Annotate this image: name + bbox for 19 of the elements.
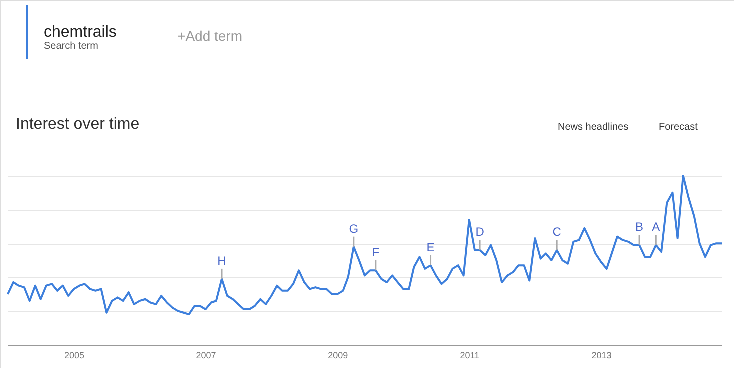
x-tick-label: 2009: [328, 350, 348, 360]
annotation: H: [218, 254, 226, 268]
text: Forecast: [659, 122, 698, 133]
x-tick-label: 2013: [592, 350, 612, 360]
annotation: E: [426, 240, 435, 254]
text: News headlines: [558, 122, 629, 133]
x-tick-label: 2011: [460, 350, 480, 360]
annotation: G: [349, 222, 359, 236]
annotation: D: [476, 225, 485, 240]
x-tick-label: 2005: [64, 350, 85, 360]
annotation: B: [636, 220, 644, 234]
text: chemtrails: [44, 24, 117, 41]
text: +Add term: [178, 28, 242, 44]
annotation: C: [552, 225, 562, 240]
annotation: F: [372, 246, 380, 260]
text: Search term: [44, 41, 98, 52]
chart-title: Interest over time: [16, 116, 140, 133]
x-tick-label: 2007: [196, 350, 216, 360]
annotation: A: [652, 220, 660, 234]
